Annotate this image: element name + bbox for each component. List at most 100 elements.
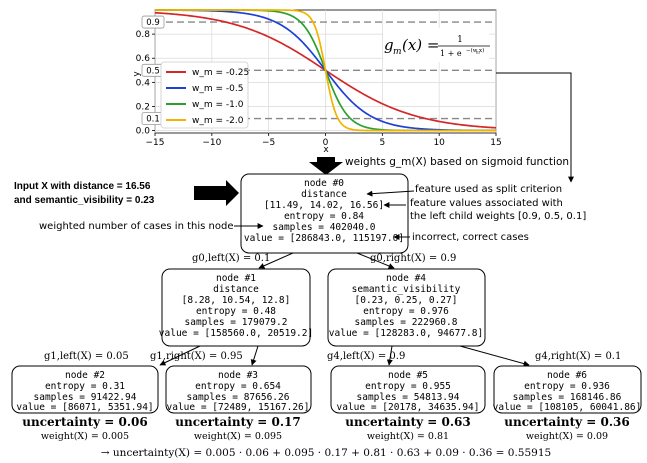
node-id: node #4 [386, 273, 426, 284]
node-samples: samples = 179079.2 [185, 317, 288, 328]
node-entropy: entropy = 0.955 [365, 381, 451, 392]
leaf-6-weight: weight(X) = 0.09 [526, 431, 608, 442]
feature-values-label-2: the left child weights [0.9, 0.5, 0.1] [410, 211, 586, 222]
edge-0-left-label: g0,left(X) = 0.1 [192, 253, 270, 264]
series-line [155, 9, 496, 132]
leaf-3-uncertainty: uncertainty = 0.17 [175, 415, 300, 429]
leaf-2-weight: weight(X) = 0.005 [41, 431, 129, 442]
edge-1-left-label: g1,left(X) = 0.05 [44, 351, 129, 362]
legend-label: w_m = -1.0 [192, 100, 244, 110]
y-tick-label: 0.2 [136, 102, 150, 112]
curves [154, 9, 497, 132]
input-label-line2: and semantic_visibility = 0.23 [14, 195, 155, 206]
node-samples: samples = 168146.86 [513, 392, 622, 403]
formula-exponent-end: x) [479, 47, 484, 54]
formula-arg: (x) = [402, 36, 440, 54]
formula-denominator: 1 + e [440, 49, 462, 58]
node-id: node #3 [218, 370, 258, 381]
y-tick-label: 0.8 [136, 30, 151, 40]
formula-to-node-arrow [496, 72, 574, 183]
formula-lhs: g [384, 36, 394, 54]
tree-node-5: node #5 entropy = 0.955 samples = 54813.… [330, 365, 486, 414]
node-box [330, 365, 486, 414]
leaf-2-uncertainty: uncertainty = 0.06 [22, 415, 147, 429]
node-samples: samples = 222960.8 [355, 317, 458, 328]
node-id: node #0 [304, 178, 344, 189]
node-value: value = [158560.0, 20519.2] [159, 328, 313, 339]
input-arrow [194, 180, 239, 206]
split-criterion-arrow [366, 190, 415, 197]
sigmoid-formula: g m (x) = 1 1 + e −(w m x) [383, 28, 490, 62]
node-value: value = [86071, 5351.94] [16, 402, 153, 413]
x-tick-label: 15 [490, 138, 501, 148]
y-axis-label: y [132, 71, 142, 77]
y-tick-label: 0.4 [136, 78, 151, 88]
node-box [327, 268, 486, 347]
node-feature: distance [301, 189, 347, 200]
x-axis-label: x [323, 145, 329, 155]
tree-node-3: node #3 entropy = 0.654 samples = 87656.… [165, 365, 312, 414]
node-box [11, 365, 159, 414]
x-tick-label: −15 [146, 138, 165, 148]
x-tick-label: 10 [433, 138, 445, 148]
reference-label: 0.5 [146, 66, 160, 76]
node-samples: samples = 54813.94 [357, 392, 460, 403]
node-value: value = [286843.0, 115197.0] [244, 233, 404, 244]
x-tick-label: −10 [202, 138, 221, 148]
edge-0-left [258, 252, 294, 269]
node-samples: samples = 91422.94 [34, 392, 137, 403]
x-tick-label: −5 [262, 138, 275, 148]
formula-background [383, 28, 489, 62]
tree-node-0: node #0 distance [11.49, 14.02, 16.56] e… [240, 173, 409, 254]
leaf-3-weight: weight(X) = 0.095 [194, 431, 282, 442]
legend: w_m = -0.25 w_m = -0.5 w_m = -1.0 w_m = -2.… [160, 61, 249, 129]
node-id: node #5 [388, 370, 428, 381]
x-tick-label: 5 [379, 138, 385, 148]
node-thresholds: [11.49, 14.02, 16.56] [264, 200, 384, 211]
tree-node-6: node #6 entropy = 0.936 samples = 168146… [493, 365, 642, 414]
weighted-cases-label: weighted number of cases in this node [39, 221, 233, 232]
node-value: value = [128283.0, 94677.8] [329, 328, 483, 339]
node-entropy: entropy = 0.84 [284, 211, 364, 222]
tree-node-2: node #2 entropy = 0.31 samples = 91422.9… [11, 365, 159, 414]
node-feature: semantic_visibility [352, 284, 461, 295]
edge-4-right-label: g4,right(X) = 0.1 [535, 351, 621, 362]
node-samples: samples = 87656.26 [187, 392, 290, 403]
node-entropy: entropy = 0.976 [363, 306, 449, 317]
formula-exponent-sub: m [476, 50, 480, 55]
node-entropy: entropy = 0.31 [45, 381, 125, 392]
edge-0-right-label: g0,right(X) = 0.9 [370, 253, 456, 264]
weights-label: weights g_m(X) based on sigmoid function [345, 156, 569, 168]
leaf-5-uncertainty: uncertainty = 0.63 [345, 415, 470, 429]
formula-exponent: −(w [466, 47, 478, 54]
node-box [240, 173, 409, 254]
edge-1-left [159, 345, 201, 366]
node-feature: distance [213, 284, 259, 295]
x-tick-label: 0 [323, 138, 329, 148]
formula-lhs-sub: m [393, 47, 402, 57]
edge-4-left-label: g4,left(X) = 0.9 [327, 351, 405, 362]
incorrect-correct-label: incorrect, correct cases [412, 232, 529, 243]
edge-1-right [250, 345, 259, 366]
y-tick-label: 0.0 [136, 127, 151, 137]
node-value: value = [72489, 15167.26] [167, 402, 310, 413]
edge-1-right-label: g1,right(X) = 0.95 [150, 351, 243, 362]
split-criterion-label: feature used as split criterion [415, 184, 562, 195]
node-entropy: entropy = 0.654 [195, 381, 281, 392]
node-box [165, 365, 312, 414]
node-id: node #1 [216, 273, 256, 284]
edge-4-right [459, 345, 530, 367]
node-value: value = [20178, 34635.94] [337, 402, 480, 413]
edge-4-left [386, 345, 393, 366]
leaf-6-uncertainty: uncertainty = 0.36 [504, 415, 629, 429]
node-entropy: entropy = 0.48 [196, 306, 276, 317]
formula-numerator: 1 [457, 35, 463, 45]
node-box [493, 365, 642, 414]
node-thresholds: [0.23, 0.25, 0.27] [355, 295, 458, 306]
reference-label: 0.9 [146, 18, 160, 28]
edge-0-right [356, 252, 395, 269]
node-entropy: entropy = 0.936 [524, 381, 610, 392]
final-uncertainty-equation: → uncertainty(X) = 0.005 · 0.06 + 0.095 … [101, 447, 551, 459]
tree-node-1: node #1 distance [8.28, 10.54, 12.8] ent… [159, 268, 313, 347]
